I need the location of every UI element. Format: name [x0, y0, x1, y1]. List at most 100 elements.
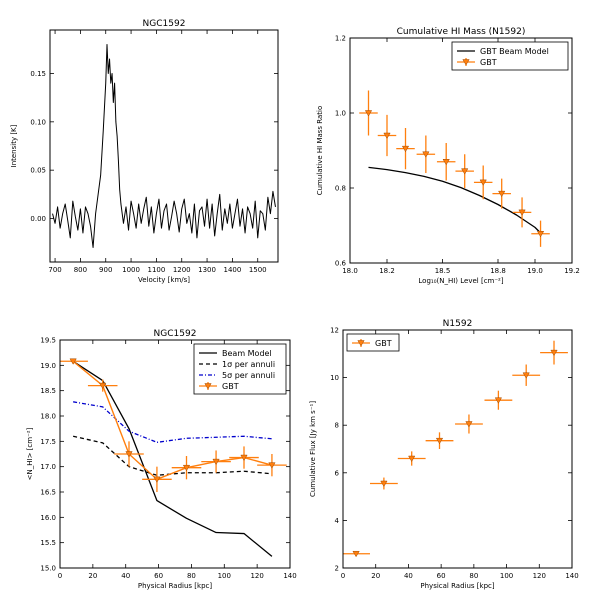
legend-box — [346, 333, 400, 352]
y-tick-label: 18.0 — [40, 413, 56, 421]
y-tick-label: 19.0 — [40, 362, 56, 370]
x-axis-label: Physical Radius [kpc] — [420, 582, 494, 590]
x-tick-label: 18.2 — [379, 267, 395, 275]
data-point — [352, 550, 360, 558]
plot-area — [60, 358, 287, 557]
data-point — [125, 451, 133, 458]
y-tick-label: 17.0 — [40, 463, 56, 471]
plot-frame — [349, 37, 573, 264]
5-per-annuli-series-line — [73, 401, 272, 443]
y-tick-label: 10 — [330, 374, 339, 382]
legend-label: Beam Model — [222, 349, 272, 358]
legend-label: GBT — [480, 58, 497, 67]
chart-title: NGC1592 — [154, 329, 197, 339]
y-tick-label: 0.8 — [335, 185, 346, 193]
data-point — [268, 462, 276, 469]
x-tick-label: 80 — [187, 572, 196, 580]
data-point — [498, 190, 506, 198]
y-tick-label: 4 — [335, 517, 340, 525]
x-axis-label: Physical Radius [kpc] — [138, 582, 212, 590]
chart-title: N1592 — [443, 319, 473, 329]
data-point — [479, 179, 487, 186]
x-tick-label: 1500 — [249, 266, 267, 274]
intensity-spectrum-panel: NGC1592 Velocity [km/s] Intensity [K] 700 80… — [10, 19, 279, 284]
x-tick-label: 60 — [154, 572, 163, 580]
x-tick-label: 700 — [48, 266, 61, 274]
data-point — [182, 464, 191, 472]
legend: GBT Beam Model GBT — [451, 41, 569, 71]
x-tick-label: 140 — [283, 572, 296, 580]
data-point — [380, 480, 388, 488]
x-tick-label: 1000 — [122, 266, 140, 274]
legend-box — [451, 41, 569, 71]
y-tick-label: 0.15 — [30, 70, 46, 78]
x-tick-label: 40 — [121, 572, 130, 580]
data-point — [522, 372, 530, 379]
x-tick-label: 100 — [218, 572, 231, 580]
legend: GBT — [346, 333, 400, 352]
data-point — [408, 455, 416, 463]
x-tick-label: 120 — [250, 572, 263, 580]
chart-title: Cumulative HI Mass (N1592) — [397, 27, 526, 37]
y-tick-label: 15.5 — [40, 539, 56, 547]
data-point — [550, 349, 558, 357]
x-tick-label: 18.8 — [490, 267, 506, 275]
y-tick-label: 16.0 — [40, 514, 56, 522]
legend-marker — [462, 59, 470, 66]
y-axis-label: Cumulative HI Mass Ratio — [316, 106, 324, 196]
data-point — [383, 132, 391, 139]
data-point — [401, 145, 410, 153]
y-axis-label: <N_HI> [cm⁻²] — [26, 427, 34, 480]
x-tick-label: 60 — [437, 572, 446, 580]
plot-frame — [49, 29, 279, 263]
beam-model-series-line — [72, 360, 273, 557]
y-tick-label: 19.5 — [40, 337, 56, 345]
x-axis-label: Velocity [km/s] — [138, 276, 190, 284]
x-tick-label: 80 — [469, 572, 478, 580]
x-axis-label: Log₁₀(N_HI) Level [cm⁻²] — [418, 277, 503, 285]
y-tick-label: 6 — [335, 469, 340, 477]
y-axis-label: Intensity [K] — [10, 124, 18, 167]
x-tick-label: 18.0 — [342, 267, 358, 275]
legend-label: 1σ per annuli — [222, 360, 275, 369]
cumulative-flux-panel: N1592 Physical Radius [kpc] Cumulative Flu… — [309, 319, 579, 590]
x-tick-label: 1400 — [223, 266, 241, 274]
data-point — [99, 382, 107, 390]
y-tick-label: 0.10 — [30, 118, 46, 126]
data-point — [240, 454, 248, 462]
data-point — [461, 168, 469, 175]
legend-label: GBT — [222, 382, 239, 391]
data-point — [465, 421, 473, 428]
legend-label: GBT — [375, 339, 392, 348]
x-tick-label: 20 — [371, 572, 380, 580]
data-point — [494, 397, 503, 404]
x-tick-label: 19.2 — [564, 267, 580, 275]
legend-label: GBT Beam Model — [480, 47, 549, 56]
data-point — [536, 231, 545, 238]
data-point — [435, 437, 444, 445]
x-tick-label: 0 — [341, 572, 345, 580]
y-axis-label: Cumulative Flux [Jy km s⁻¹] — [309, 401, 317, 497]
y-tick-label: 12 — [330, 327, 339, 335]
y-tick-label: 1.2 — [335, 35, 346, 43]
plot-area — [52, 44, 276, 248]
x-tick-label: 40 — [404, 572, 413, 580]
x-tick-label: 20 — [88, 572, 97, 580]
x-tick-label: 19.0 — [527, 267, 543, 275]
gbt-series-line — [72, 360, 273, 481]
plot-area — [343, 340, 568, 558]
x-tick-label: 1100 — [147, 266, 165, 274]
y-tick-label: 1.0 — [335, 110, 346, 118]
column-density-profile-panel: NGC1592 Physical Radius [kpc] <N_HI> [cm⁻²… — [26, 329, 297, 590]
y-tick-label: 0.00 — [30, 215, 46, 223]
x-tick-label: 18.5 — [435, 267, 451, 275]
x-tick-label: 140 — [565, 572, 578, 580]
y-tick-label: 0.05 — [30, 167, 46, 175]
data-point — [153, 476, 161, 483]
x-tick-label: 120 — [533, 572, 546, 580]
data-point — [212, 458, 220, 466]
data-point — [442, 159, 450, 166]
x-tick-label: 1300 — [198, 266, 216, 274]
y-tick-label: 0.6 — [335, 260, 347, 268]
